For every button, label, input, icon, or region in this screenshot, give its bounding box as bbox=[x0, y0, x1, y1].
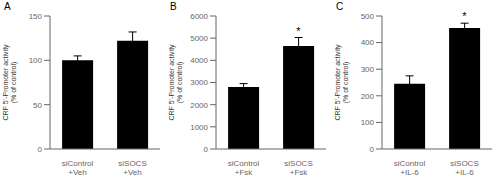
svg-text:0: 0 bbox=[204, 145, 209, 154]
svg-text:6000: 6000 bbox=[190, 12, 208, 21]
svg-text:300: 300 bbox=[361, 65, 375, 74]
svg-text:500: 500 bbox=[361, 12, 375, 21]
svg-text:100: 100 bbox=[29, 56, 43, 65]
html-text:C: C bbox=[336, 1, 344, 12]
svg-text:3000: 3000 bbox=[190, 78, 208, 87]
svg-text:siSOCS+Veh: siSOCS+Veh bbox=[118, 159, 146, 175]
svg-text:4000: 4000 bbox=[190, 56, 208, 65]
svg-text:100: 100 bbox=[361, 118, 375, 127]
svg-text:0: 0 bbox=[370, 145, 375, 154]
svg-text:200: 200 bbox=[361, 92, 375, 101]
svg-text:5000: 5000 bbox=[190, 34, 208, 43]
svg-text:50: 50 bbox=[33, 101, 42, 110]
svg-text:siControl+IL-6: siControl+IL-6 bbox=[394, 159, 426, 175]
svg-text:siSOCS+Fsk: siSOCS+Fsk bbox=[284, 159, 312, 175]
html-text:B: B bbox=[170, 1, 177, 12]
svg-text:*: * bbox=[462, 10, 467, 22]
svg-text:siControl+Veh: siControl+Veh bbox=[62, 159, 94, 175]
svg-text:*: * bbox=[296, 25, 301, 37]
svg-text:150: 150 bbox=[29, 12, 43, 21]
svg-text:CRF 5’-Promoter activity(% of: CRF 5’-Promoter activity(% of control) bbox=[8, 44, 18, 121]
svg-text:siControl+Fsk: siControl+Fsk bbox=[228, 159, 260, 175]
svg-text:2000: 2000 bbox=[190, 101, 208, 110]
svg-text:CRF 5’-Promoter activity(% of: CRF 5’-Promoter activity(% of control) bbox=[168, 44, 184, 121]
html-text:A: A bbox=[4, 1, 11, 12]
svg-text:0: 0 bbox=[38, 145, 43, 154]
svg-text:CRF 5’-Promoter activity(% of: CRF 5’-Promoter activity(% of control) bbox=[334, 44, 350, 121]
svg-text:400: 400 bbox=[361, 38, 375, 47]
svg-text:1000: 1000 bbox=[190, 123, 208, 132]
svg-text:siSOCS+IL-6: siSOCS+IL-6 bbox=[450, 159, 478, 175]
